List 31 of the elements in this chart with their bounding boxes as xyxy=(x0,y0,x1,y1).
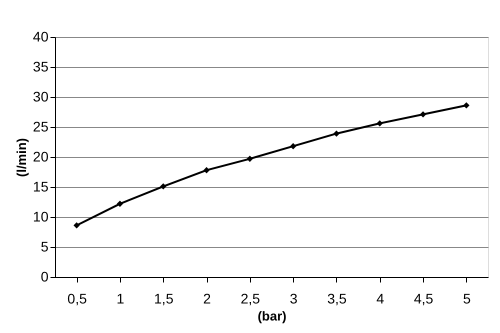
point xyxy=(116,200,124,207)
x-tick-label: 2,5 xyxy=(240,290,260,306)
x-tick-label: 1 xyxy=(116,290,125,306)
x-tick-label: 3,5 xyxy=(327,290,347,306)
y-tick-label: 20 xyxy=(32,148,49,164)
y-axis-title: (l/min) xyxy=(14,138,29,177)
point xyxy=(246,156,254,162)
x-tick-label: 5 xyxy=(462,290,471,306)
y-tick-label: 5 xyxy=(40,238,49,254)
y-tick-label: 30 xyxy=(32,88,49,104)
y-tick-label: 35 xyxy=(32,58,49,74)
x-tick-label: 2 xyxy=(203,290,212,306)
y-tick-label: 10 xyxy=(32,208,49,224)
point xyxy=(463,102,470,109)
x-tick-label: 4 xyxy=(376,290,384,306)
x-tick-label: 3 xyxy=(290,290,298,306)
x-tick-label: 4,5 xyxy=(414,290,434,306)
point xyxy=(160,183,166,190)
y-tick-label: 40 xyxy=(32,28,49,44)
point xyxy=(290,143,296,150)
y-tick-label: 25 xyxy=(32,118,49,134)
y-tick-label: 15 xyxy=(32,178,49,194)
point xyxy=(420,111,426,118)
point xyxy=(333,130,340,137)
point xyxy=(73,222,80,229)
x-axis-title: (bar) xyxy=(258,308,286,324)
point xyxy=(203,167,210,174)
point xyxy=(376,120,383,127)
y-tick-label: 0 xyxy=(40,268,49,284)
x-tick-label: 1,5 xyxy=(154,290,174,306)
x-tick-label: 0,5 xyxy=(67,290,88,306)
